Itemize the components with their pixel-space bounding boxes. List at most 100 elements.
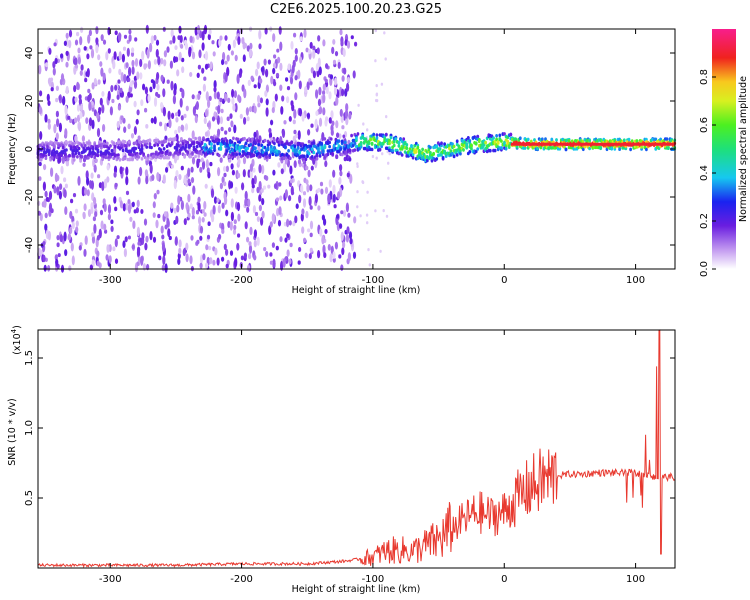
spectrogram-cell [356, 205, 359, 209]
spectrogram-cell [307, 169, 311, 178]
spectrogram-cell [177, 109, 181, 117]
spectrogram-cell [42, 147, 46, 151]
snr-y-label: SNR (10 * v/v) [7, 398, 18, 466]
spectrogram-cell [106, 164, 110, 171]
spectrogram-cell [77, 121, 82, 132]
spectrogram-cell [309, 41, 313, 49]
spectrogram-cell [195, 101, 199, 110]
spectrogram-cell [272, 258, 276, 268]
spectrogram-cell [146, 156, 150, 160]
spectrogram-cell [177, 252, 181, 260]
spectrogram-cell [171, 112, 175, 120]
spectrogram-cell [622, 138, 626, 142]
spectrogram-cell [474, 149, 478, 154]
spectrogram-cell [219, 116, 223, 125]
spectrogram-cell [144, 242, 148, 251]
snr-x-ticks: -300 -200 -100 0 100 [99, 330, 645, 585]
spectrogram-cell [271, 213, 275, 223]
spectrogram-cell [223, 166, 227, 172]
spectrogram-cell [234, 186, 238, 194]
spectrogram-cell [88, 29, 92, 37]
spectrogram-cell [350, 133, 353, 138]
spectrogram-cell [207, 99, 211, 108]
spectrogram-cell [165, 167, 169, 173]
spectrogram-cell [98, 182, 102, 189]
spectrogram-cell [151, 174, 155, 182]
snr-scale-exp: 4 [10, 328, 18, 333]
spectrogram-cell [55, 85, 60, 92]
spectrogram-cell [272, 62, 277, 68]
spectrogram-cell [470, 146, 473, 151]
spectrogram-cell [340, 264, 344, 272]
spectrogram-cell [312, 141, 316, 145]
spectrogram-cell [279, 62, 283, 71]
spectrogram-cell [216, 197, 220, 203]
spectrogram-cell [301, 226, 305, 234]
spectrogram-cell [308, 253, 312, 260]
spectrogram-cell [197, 64, 201, 70]
spectrogram-cell [339, 164, 343, 172]
spectrogram-cell [191, 151, 194, 155]
spectrogram-cell [303, 28, 307, 38]
spectrogram-cell [127, 123, 131, 130]
spectrogram-cell [526, 137, 530, 142]
spectrogram-cell [515, 145, 519, 149]
spectrogram-cell [366, 190, 369, 194]
spectrogram-cell [143, 218, 148, 226]
spectrogram-cell [346, 226, 350, 235]
spectrogram-cell [72, 193, 77, 198]
spectrogram-cell [163, 211, 167, 217]
spectrogram-cell [57, 253, 61, 258]
spectrogram-cell [374, 29, 377, 33]
spectrogram-cell [172, 35, 176, 44]
spectrogram-cell [224, 93, 228, 102]
spectrogram-cell [266, 147, 270, 152]
spectrogram-cell [44, 113, 48, 123]
spectrogram-cell [275, 72, 280, 78]
spectrogram-cell [228, 158, 232, 163]
spectrogram-cell [119, 166, 123, 175]
spectrogram-cell [126, 47, 130, 57]
spectrogram-cell [93, 142, 97, 147]
spectrogram-cell [114, 238, 118, 248]
spectrogram-cell [199, 262, 203, 269]
spectrogram-cell [64, 105, 68, 116]
spectrogram-cell [368, 263, 371, 267]
spectrogram-cell [157, 56, 161, 66]
spectrogram-cell [69, 226, 73, 234]
spectrogram-cell [77, 151, 81, 156]
snr-frame [37, 329, 676, 569]
spectrogram-cell [306, 81, 310, 91]
spectrogram-cell [567, 139, 571, 143]
spectrogram-x-tick-label: -200 [230, 275, 253, 286]
spectrogram-cell [142, 263, 146, 271]
spectrogram-cell [241, 182, 245, 191]
spectrogram-cell [56, 118, 60, 127]
spectrogram-cell [257, 102, 261, 108]
spectrogram-cell [300, 212, 304, 222]
spectrogram-cell [129, 93, 133, 98]
spectrogram-cell [287, 63, 291, 71]
spectrogram-cell [309, 232, 313, 238]
spectrogram-cell [286, 218, 290, 228]
spectrogram-cell [294, 54, 298, 62]
spectrogram-cell [206, 234, 211, 240]
spectrogram-cell [341, 247, 345, 256]
spectrogram-cell [298, 247, 302, 252]
spectrogram-cell [225, 139, 229, 143]
spectrogram-cell [630, 139, 634, 143]
spectrogram-cell [149, 231, 153, 241]
spectrogram-cell [211, 116, 216, 122]
spectrogram-cell [306, 113, 310, 118]
spectrogram-cell [278, 182, 282, 187]
spectrogram-cell [465, 142, 469, 146]
spectrogram-cell [232, 103, 236, 112]
spectrogram-cell [158, 140, 161, 144]
spectrogram-cell [359, 214, 362, 218]
spectrogram-cell [610, 147, 614, 151]
spectrogram-cell [182, 248, 186, 257]
spectrogram-cell [375, 133, 379, 137]
spectrogram-cell [181, 141, 185, 146]
spectrogram-cell [507, 144, 511, 148]
